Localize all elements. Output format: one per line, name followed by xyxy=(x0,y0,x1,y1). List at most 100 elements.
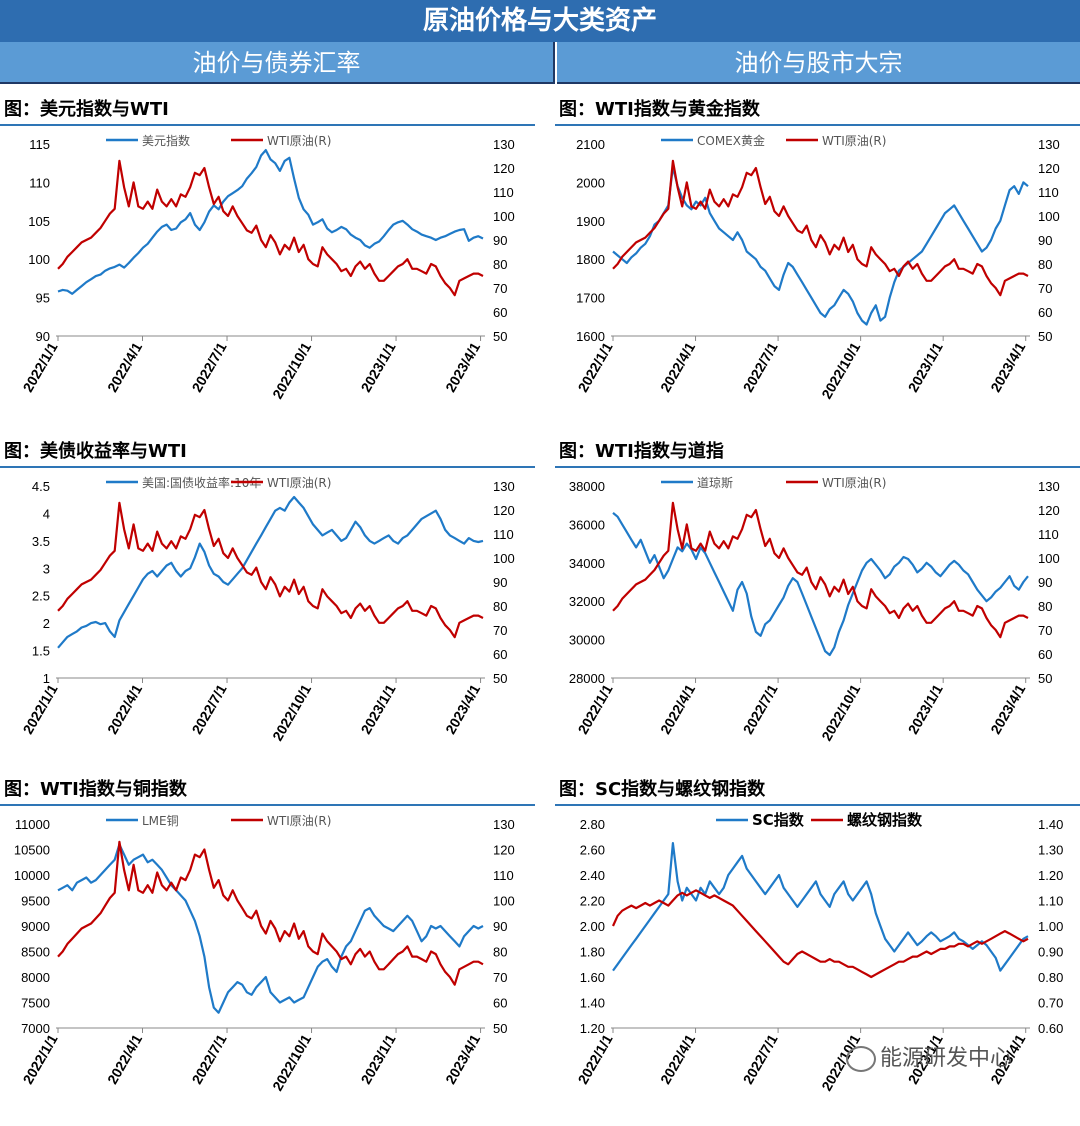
series-line-left xyxy=(57,843,484,1014)
left-axis-tick-label: 8500 xyxy=(21,945,50,960)
left-axis-tick-label: 2.60 xyxy=(580,843,605,858)
title-rule xyxy=(0,466,535,468)
chart-title: 图：美元指数与WTI xyxy=(4,99,169,120)
right-axis-tick-label: 120 xyxy=(493,503,515,518)
x-axis-tick-label: 2022/7/1 xyxy=(740,339,781,394)
line-chart-gold-wti: 2100 2000 1900 1800 1700 1600 130 120 110 100 90 80… xyxy=(574,133,1060,401)
left-axis-tick-label: 4 xyxy=(43,506,50,521)
legend-label: WTI原油(R) xyxy=(822,134,886,148)
left-axis-tick-label: 1800 xyxy=(576,252,605,267)
x-axis-tick-label: 2023/1/1 xyxy=(358,339,399,394)
left-axis-tick-label: 90 xyxy=(36,329,50,344)
left-axis-tick-label: 1.60 xyxy=(580,970,605,985)
x-axis-tick-label: 2022/7/1 xyxy=(189,681,230,736)
left-axis-tick-label: 11000 xyxy=(15,817,50,832)
right-axis-tick-label: 80 xyxy=(493,945,507,960)
left-axis-tick-label: 32000 xyxy=(569,594,605,609)
x-axis-tick-label: 2023/4/1 xyxy=(987,339,1028,394)
left-axis-tick-label: 100 xyxy=(28,252,50,267)
wechat-icon xyxy=(846,1046,876,1072)
right-axis-tick-label: 130 xyxy=(493,137,515,152)
legend-label: WTI原油(R) xyxy=(267,134,331,148)
left-axis-tick-label: 95 xyxy=(36,291,50,306)
chart-panel-sc-rebar: 图：SC指数与螺纹钢指数 2.80 2.60 2.40 2.20 2.00 1.80 1.6… xyxy=(555,778,1080,1114)
left-axis-tick-label: 10000 xyxy=(14,868,50,883)
line-chart-sc-rebar: 2.80 2.60 2.40 2.20 2.00 1.80 1.60 1.40 1.20 1.40… xyxy=(574,811,1063,1093)
title-rule xyxy=(555,124,1080,126)
left-axis-tick-label: 38000 xyxy=(569,479,605,494)
right-axis-tick-label: 90 xyxy=(493,233,507,248)
watermark-text: 能源研发中心 xyxy=(880,1046,1013,1071)
right-axis-tick-label: 120 xyxy=(493,843,515,858)
right-axis-tick-label: 130 xyxy=(493,817,515,832)
right-axis-tick-label: 60 xyxy=(493,996,507,1011)
left-axis-tick-label: 34000 xyxy=(569,556,605,571)
left-axis-tick-label: 105 xyxy=(28,214,50,229)
right-axis-tick-label: 90 xyxy=(493,919,507,934)
right-axis-tick-label: 100 xyxy=(493,894,515,909)
left-axis-tick-label: 8000 xyxy=(21,970,50,985)
x-axis-tick-label: 2023/1/1 xyxy=(905,681,946,736)
left-axis-tick-label: 2.00 xyxy=(580,919,605,934)
series-line-left xyxy=(57,495,484,649)
series-line-right xyxy=(57,159,484,297)
series-line-left xyxy=(612,165,1029,326)
right-axis-tick-label: 70 xyxy=(1038,281,1052,296)
right-axis-tick-label: 80 xyxy=(1038,257,1052,272)
right-axis-tick-label: 50 xyxy=(493,329,507,344)
right-axis-tick-label: 60 xyxy=(493,305,507,320)
right-axis-tick-label: 120 xyxy=(1038,161,1060,176)
series-line-right xyxy=(611,889,1029,979)
right-axis-tick-label: 90 xyxy=(1038,233,1052,248)
x-axis-tick-label: 2022/4/1 xyxy=(104,1031,145,1086)
right-axis-tick-label: 70 xyxy=(493,281,507,296)
x-axis-tick-label: 2022/1/1 xyxy=(574,681,615,736)
legend-label: SC指数 xyxy=(752,811,805,829)
right-axis-tick-label: 1.30 xyxy=(1038,843,1063,858)
left-axis-tick-label: 1900 xyxy=(576,214,605,229)
x-axis-tick-label: 2022/10/1 xyxy=(269,681,314,743)
right-axis-tick-label: 60 xyxy=(493,647,507,662)
left-axis-tick-label: 4.5 xyxy=(32,479,50,494)
legend-label: WTI原油(R) xyxy=(822,476,886,490)
right-axis-tick-label: 70 xyxy=(1038,623,1052,638)
left-axis-tick-label: 36000 xyxy=(569,517,605,532)
chart-title: 图：WTI指数与黄金指数 xyxy=(559,99,760,120)
title-rule xyxy=(555,466,1080,468)
series-line-right xyxy=(57,501,484,639)
series-line-right xyxy=(612,501,1029,639)
x-axis-tick-label: 2023/4/1 xyxy=(987,681,1028,736)
left-axis-tick-label: 2100 xyxy=(576,137,605,152)
left-axis-tick-label: 1.40 xyxy=(580,996,605,1011)
left-axis-tick-label: 110 xyxy=(29,175,50,190)
right-axis-tick-label: 1.00 xyxy=(1038,919,1063,934)
left-axis-tick-label: 1.5 xyxy=(32,644,50,659)
x-axis-tick-label: 2023/1/1 xyxy=(358,681,399,736)
chart-title: 图：WTI指数与铜指数 xyxy=(4,779,187,800)
right-axis-tick-label: 100 xyxy=(1038,551,1060,566)
title-rule xyxy=(0,124,535,126)
left-axis-tick-label: 1 xyxy=(43,671,50,686)
legend-label: COMEX黄金 xyxy=(697,133,765,148)
legend-label: 美元指数 xyxy=(142,133,190,148)
chart-panel-copper-wti: 图：WTI指数与铜指数 11000 10500 10000 9500 9000 8500 8… xyxy=(0,778,535,1114)
line-chart-ust-wti: 4.5 4 3.5 3 2.5 2 1.5 1 130 120 110 100 90 80 70 60 50 20… xyxy=(19,475,515,743)
x-axis-tick-label: 2022/1/1 xyxy=(19,681,60,736)
right-axis-tick-label: 80 xyxy=(1038,599,1052,614)
x-axis-tick-label: 2023/4/1 xyxy=(442,1031,483,1086)
left-axis-tick-label: 3.5 xyxy=(32,534,50,549)
line-chart-copper-wti: 11000 10500 10000 9500 9000 8500 8000 7500 7000 1… xyxy=(14,813,515,1093)
right-axis-tick-label: 70 xyxy=(493,623,507,638)
series-line-right xyxy=(57,840,484,986)
left-axis-tick-label: 2.40 xyxy=(580,868,605,883)
left-axis-tick-label: 1700 xyxy=(576,291,605,306)
right-axis-tick-label: 1.10 xyxy=(1038,894,1063,909)
page-title: 原油价格与大类资产 xyxy=(0,0,1080,42)
x-axis-tick-label: 2022/7/1 xyxy=(189,339,230,394)
x-axis-tick-label: 2022/7/1 xyxy=(189,1031,230,1086)
left-axis-tick-label: 7500 xyxy=(21,996,50,1011)
chart-panel-ust-wti: 图：美债收益率与WTI 4.5 4 3.5 3 2.5 2 1.5 1 130 120 110 100… xyxy=(0,440,535,776)
section-header-stocks-commodities: 油价与股市大宗 xyxy=(557,42,1080,84)
x-axis-tick-label: 2022/10/1 xyxy=(269,339,314,401)
left-axis-tick-label: 9500 xyxy=(21,894,50,909)
